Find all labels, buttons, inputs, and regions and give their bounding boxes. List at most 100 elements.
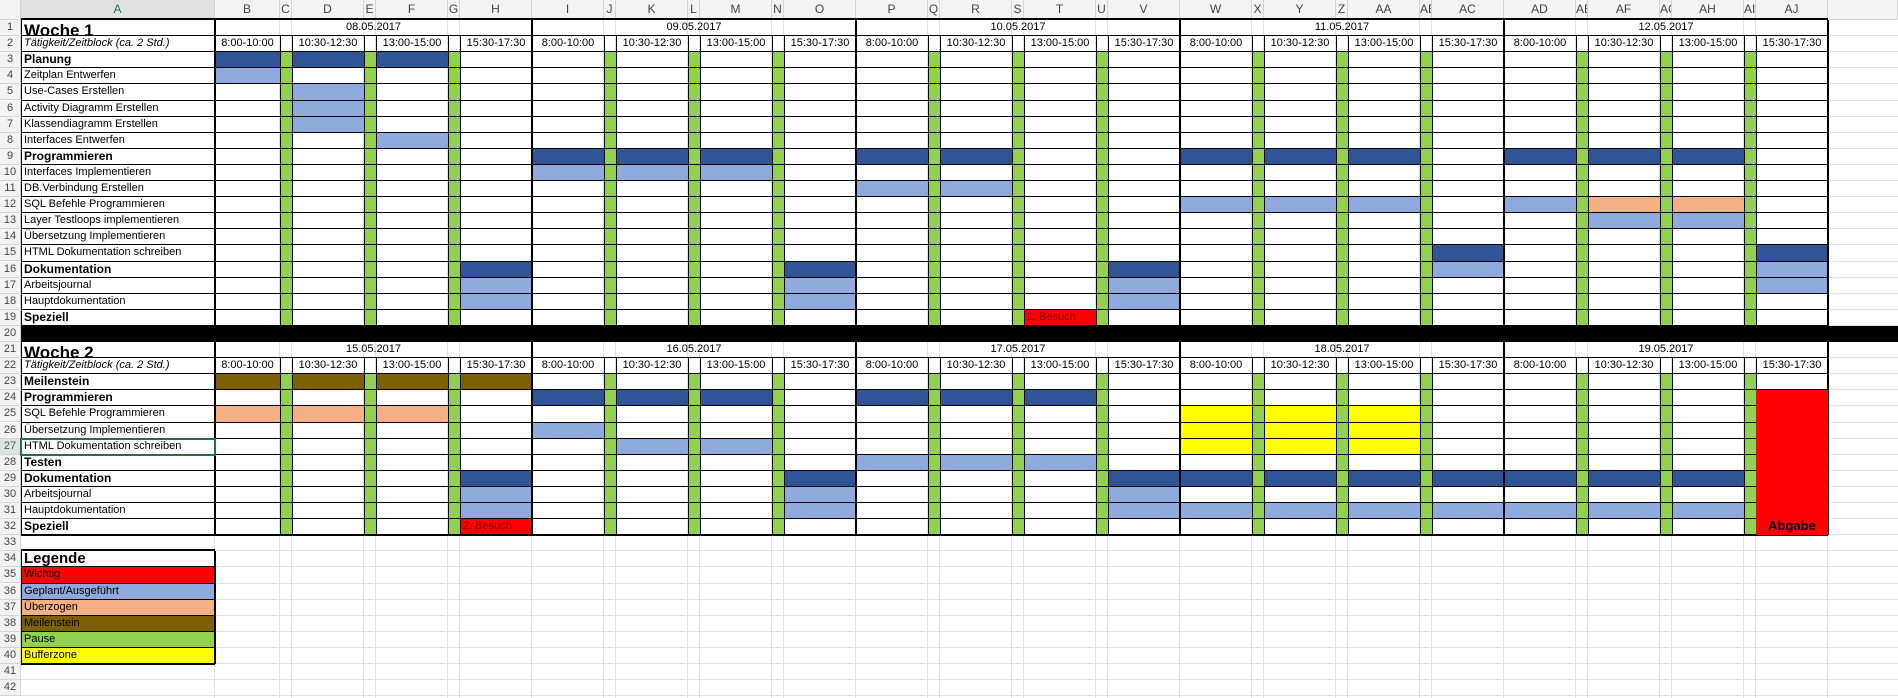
row-header-29[interactable]: 29 (0, 470, 21, 487)
row-header-18[interactable]: 18 (0, 293, 21, 310)
schedule-block[interactable] (856, 454, 928, 471)
column-header-AI[interactable]: AI (1744, 0, 1756, 20)
column-header-J[interactable]: J (604, 0, 616, 20)
task-label[interactable]: Layer Testloops implementieren (24, 214, 180, 227)
task-label[interactable]: Hauptdokumentation (24, 504, 126, 516)
row-header-5[interactable]: 5 (0, 84, 21, 101)
row-header-7[interactable]: 7 (0, 116, 21, 133)
column-header-F[interactable]: F (376, 0, 448, 20)
row-header-31[interactable]: 31 (0, 503, 21, 520)
task-label[interactable]: Übersetzung Implementieren (24, 230, 166, 243)
schedule-block[interactable] (1672, 213, 1744, 230)
column-header-AF[interactable]: AF (1588, 0, 1660, 20)
column-header-U[interactable]: U (1096, 0, 1108, 20)
schedule-block[interactable] (460, 374, 532, 391)
schedule-block[interactable] (1264, 406, 1336, 423)
schedule-block[interactable] (1588, 197, 1660, 214)
schedule-block[interactable] (532, 422, 604, 439)
schedule-block[interactable] (784, 277, 856, 294)
schedule-block[interactable] (1180, 470, 1252, 487)
schedule-block[interactable] (1108, 503, 1180, 520)
schedule-block[interactable] (1504, 197, 1576, 214)
row-header-12[interactable]: 12 (0, 197, 21, 214)
schedule-block[interactable] (460, 503, 532, 520)
column-header-K[interactable]: K (616, 0, 688, 20)
schedule-block[interactable]: 1. Besuch (1024, 309, 1096, 326)
schedule-block[interactable] (940, 454, 1012, 471)
schedule-block[interactable] (1348, 503, 1420, 520)
schedule-block[interactable] (215, 406, 280, 423)
schedule-block[interactable] (784, 261, 856, 278)
schedule-block[interactable] (1672, 503, 1744, 520)
schedule-block[interactable] (856, 181, 928, 198)
column-header-V[interactable]: V (1108, 0, 1180, 20)
column-header-AC[interactable]: AC (1432, 0, 1504, 20)
row-header-21[interactable]: 21 (0, 342, 21, 359)
row-header-37[interactable]: 37 (0, 599, 21, 616)
schedule-block[interactable] (215, 68, 280, 85)
schedule-block[interactable] (292, 100, 364, 117)
row-header-6[interactable]: 6 (0, 100, 21, 117)
row-header-11[interactable]: 11 (0, 181, 21, 198)
task-label[interactable]: Zeitplan Entwerfen (24, 69, 116, 82)
column-header-Q[interactable]: Q (928, 0, 940, 20)
schedule-block[interactable] (532, 164, 604, 181)
column-header-E[interactable]: E (364, 0, 376, 20)
schedule-block[interactable] (700, 148, 772, 165)
schedule-block[interactable] (1348, 148, 1420, 165)
column-header-T[interactable]: T (1024, 0, 1096, 20)
task-label[interactable]: DB.Verbindung Erstellen (24, 182, 144, 194)
row-header-17[interactable]: 17 (0, 277, 21, 294)
schedule-block[interactable] (1264, 470, 1336, 487)
row-header-32[interactable]: 32 (0, 519, 21, 536)
schedule-block[interactable] (700, 164, 772, 181)
schedule-block[interactable] (856, 148, 928, 165)
schedule-block[interactable] (1348, 438, 1420, 455)
schedule-block[interactable] (376, 132, 448, 149)
schedule-block[interactable] (1180, 422, 1252, 439)
schedule-block[interactable] (1264, 148, 1336, 165)
row-header-2[interactable]: 2 (0, 36, 21, 53)
task-label[interactable]: Klassendiagramm Erstellen (24, 117, 158, 130)
row-header-8[interactable]: 8 (0, 132, 21, 149)
schedule-block[interactable] (1588, 213, 1660, 230)
column-header-H[interactable]: H (460, 0, 532, 20)
schedule-block[interactable] (532, 148, 604, 165)
column-header-G[interactable]: G (448, 0, 460, 20)
schedule-block[interactable] (1432, 470, 1504, 487)
task-label[interactable]: Interfaces Entwerfen (24, 133, 125, 146)
column-header-N[interactable]: N (772, 0, 784, 20)
schedule-block[interactable] (1432, 503, 1504, 520)
column-header-AA[interactable]: AA (1348, 0, 1420, 20)
column-header-AJ[interactable]: AJ (1756, 0, 1828, 20)
schedule-block[interactable] (616, 438, 688, 455)
schedule-block[interactable] (1180, 148, 1252, 165)
row-header-20[interactable]: 20 (0, 325, 21, 342)
schedule-block[interactable] (1024, 454, 1096, 471)
schedule-block[interactable] (784, 486, 856, 503)
column-header-P[interactable]: P (856, 0, 928, 20)
schedule-block[interactable] (940, 181, 1012, 198)
schedule-block[interactable] (616, 164, 688, 181)
row-header-4[interactable]: 4 (0, 68, 21, 85)
schedule-block[interactable] (376, 406, 448, 423)
schedule-block[interactable] (616, 148, 688, 165)
schedule-block[interactable]: 2. Besuch (460, 519, 532, 536)
column-header-W[interactable]: W (1180, 0, 1252, 20)
column-header-I[interactable]: I (532, 0, 604, 20)
schedule-block[interactable] (532, 390, 604, 407)
schedule-block[interactable] (1588, 503, 1660, 520)
schedule-block[interactable] (940, 148, 1012, 165)
row-header-1[interactable]: 1 (0, 20, 21, 37)
row-header-41[interactable]: 41 (0, 664, 21, 681)
schedule-block[interactable] (1672, 470, 1744, 487)
schedule-block[interactable] (784, 293, 856, 310)
schedule-block[interactable] (1108, 486, 1180, 503)
schedule-block[interactable] (460, 470, 532, 487)
column-header-AB[interactable]: AB (1420, 0, 1432, 20)
schedule-block[interactable] (1024, 390, 1096, 407)
column-header-AE[interactable]: AE (1576, 0, 1588, 20)
schedule-block[interactable] (215, 374, 280, 391)
row-header-40[interactable]: 40 (0, 647, 21, 664)
schedule-block[interactable] (376, 52, 448, 69)
